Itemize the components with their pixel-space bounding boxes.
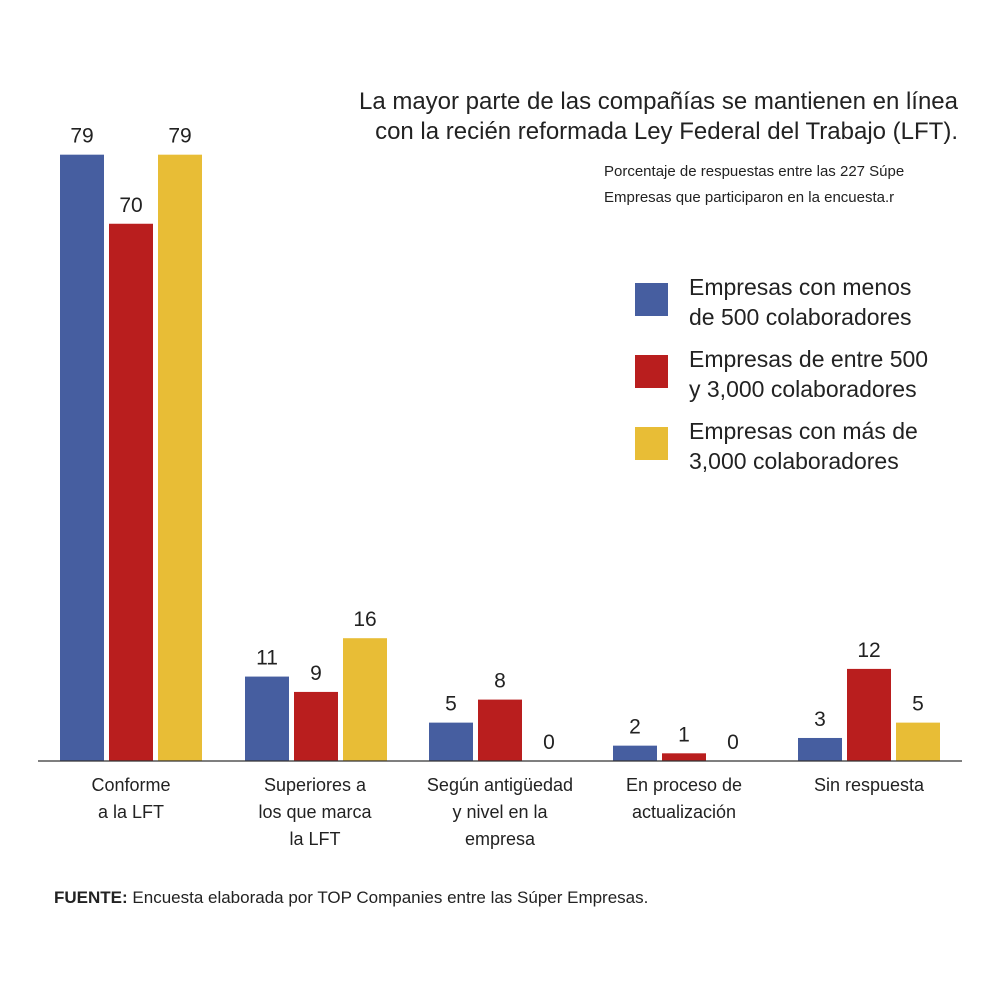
data-label: 1 [678,723,690,746]
data-label: 0 [727,731,739,754]
bar [429,722,473,761]
value-labels: 79 11 5 2 3 70 9 8 1 12 79 16 0 0 5 [70,125,924,754]
data-label: 8 [494,670,506,693]
title-line: con la recién reformada Ley Federal del … [375,118,958,145]
category-label: a la LFT [98,802,164,822]
bar [847,668,891,761]
data-label: 16 [353,608,376,631]
bar [245,676,289,761]
data-label: 0 [543,731,555,754]
data-label: 70 [119,194,142,217]
category-label: Conforme [91,775,170,795]
data-label: 9 [310,662,322,685]
category-label: los que marca [258,802,372,822]
bar [343,638,387,761]
source-text: Encuesta elaborada por TOP Companies ent… [127,888,649,907]
data-label: 3 [814,708,826,731]
data-label: 5 [445,693,457,716]
category-label: la LFT [289,829,340,849]
legend-label: 3,000 colaboradores [689,448,899,474]
legend-label: y 3,000 colaboradores [689,376,917,402]
legend-label: Empresas con más de [689,418,918,444]
source-label: FUENTE: [54,888,128,907]
legend-swatch [635,427,668,460]
subtitle-line: Empresas que participaron en la encuesta… [604,189,894,206]
bar [798,737,842,761]
legend-swatch [635,355,668,388]
legend: Empresas con menos de 500 colaboradores Em… [635,274,928,474]
category-labels: Conforme a la LFT Superiores a los que marc… [91,775,925,849]
bar [294,691,338,761]
category-label: Según antigüedad [427,775,573,795]
bar [662,753,706,761]
chart-title: La mayor parte de las compañías se manti… [359,88,959,145]
data-label: 79 [70,125,93,148]
legend-label: Empresas de entre 500 [689,346,928,372]
bars [60,154,940,762]
data-label: 11 [256,647,278,670]
bar [60,154,104,762]
data-label: 2 [629,716,641,739]
category-label: Superiores a [264,775,367,795]
category-label: Sin respuesta [814,775,925,795]
chart-subtitle: Porcentaje de respuestas entre las 227 S… [604,163,904,206]
category-label: En proceso de [626,775,742,795]
bar [613,745,657,761]
title-line: La mayor parte de las compañías se manti… [359,88,959,115]
subtitle-line: Porcentaje de respuestas entre las 227 S… [604,163,904,180]
category-label: y nivel en la [452,802,548,822]
legend-swatch [635,283,668,316]
data-label: 79 [168,125,191,148]
bar [896,722,940,761]
data-label: 5 [912,693,924,716]
legend-label: Empresas con menos [689,274,911,300]
source-note: FUENTE: Encuesta elaborada por TOP Compa… [54,888,648,908]
category-label: empresa [465,829,536,849]
legend-label: de 500 colaboradores [689,304,912,330]
data-label: 12 [857,639,880,662]
bar [158,154,202,762]
category-label: actualización [632,802,736,822]
bar [478,699,522,761]
bar [109,223,153,761]
